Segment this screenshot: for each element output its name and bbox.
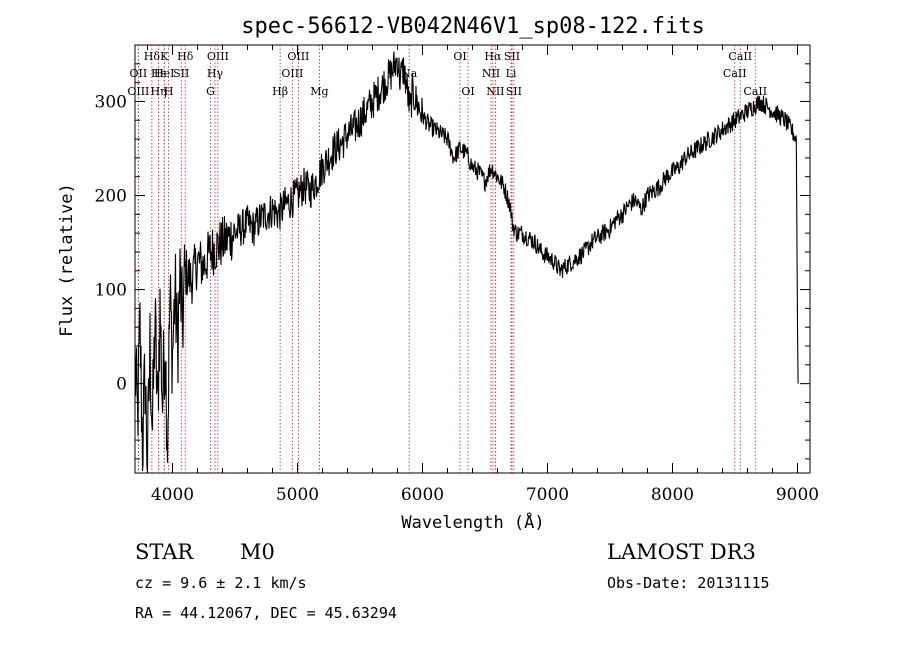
- x-tick-label: 5000: [276, 485, 319, 505]
- emission-line-label: Li: [506, 67, 517, 80]
- emission-line-label: G: [206, 85, 215, 98]
- emission-line-label: OII: [130, 67, 148, 80]
- emission-line-label: OI: [453, 50, 466, 63]
- emission-line-label: Hδ: [177, 50, 194, 63]
- emission-line-label: Hγ: [207, 67, 224, 80]
- plot-frame: [134, 44, 811, 474]
- emission-line-label: CaII: [728, 50, 752, 63]
- emission-line-label: Hη: [151, 85, 167, 98]
- x-tick-label: 6000: [401, 485, 444, 505]
- x-tick-label: 4000: [151, 485, 194, 505]
- chart-title: spec-56612-VB042N46V1_sp08-122.fits: [241, 14, 705, 39]
- emission-line-label: NII: [486, 85, 504, 98]
- emission-line-label: H: [164, 85, 174, 98]
- emission-line-label: Hβ: [272, 85, 288, 98]
- y-tick-label: 200: [95, 187, 127, 207]
- y-tick-label: 0: [116, 375, 127, 395]
- emission-line-label: OIII: [207, 50, 229, 63]
- coordinates: RA = 44.12067, DEC = 45.63294: [135, 604, 397, 622]
- emission-line-label: Hα: [484, 50, 502, 63]
- emission-line-label: NII: [482, 67, 500, 80]
- emission-line-label: CaII: [743, 85, 767, 98]
- emission-line-label: OI: [461, 85, 474, 98]
- x-tick-label: 9000: [776, 485, 819, 505]
- emission-line-label: HeI: [154, 67, 174, 80]
- object-subclass: M0: [240, 540, 275, 564]
- emission-line-label: OIII: [281, 67, 303, 80]
- observation-date: Obs-Date: 20131115: [607, 574, 770, 592]
- emission-line-label: SII: [173, 67, 189, 80]
- x-axis-ticks: 4000 5000 6000 7000 8000 9000: [147, 45, 819, 505]
- emission-line-label: K: [160, 50, 169, 63]
- redshift-info: cz = 9.6 ± 2.1 km/s: [135, 574, 307, 592]
- spectrum-line: [134, 51, 799, 472]
- emission-line-label: OIII: [127, 85, 149, 98]
- emission-line-label: Mg: [310, 85, 328, 98]
- x-axis-label: Wavelength (Å): [401, 511, 544, 533]
- object-class: STAR: [135, 540, 194, 564]
- emission-line-label: SII: [506, 85, 522, 98]
- emission-line-markers: [137, 45, 756, 473]
- emission-line-label: Hδ: [144, 50, 161, 63]
- y-tick-label: 300: [95, 92, 127, 112]
- emission-line-label: CaII: [723, 67, 747, 80]
- y-tick-label: 100: [95, 281, 127, 301]
- x-tick-label: 8000: [651, 485, 694, 505]
- x-tick-label: 7000: [526, 485, 569, 505]
- y-axis-label: Flux (relative): [57, 183, 77, 337]
- survey-name: LAMOST DR3: [607, 540, 756, 564]
- emission-line-label: OIII: [287, 50, 309, 63]
- emission-line-label: SII: [504, 50, 520, 63]
- emission-line-label: Hε: [151, 67, 167, 80]
